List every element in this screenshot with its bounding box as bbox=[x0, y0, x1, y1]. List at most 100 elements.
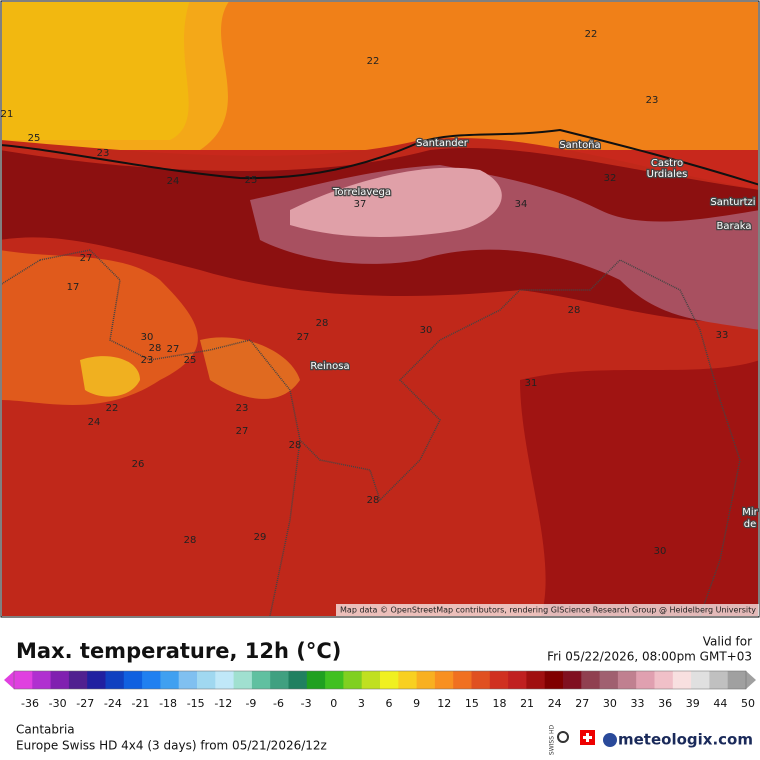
region: Cantabria bbox=[16, 723, 75, 737]
city-label: de bbox=[744, 519, 757, 530]
swiss-cross bbox=[583, 733, 592, 742]
colorbar-cell bbox=[617, 671, 637, 689]
colorbar-cell bbox=[123, 671, 143, 689]
city-label: Santander bbox=[416, 138, 469, 149]
city-label: Mir bbox=[742, 507, 758, 518]
brand-logo bbox=[603, 733, 617, 747]
colorbar-tick-label: 44 bbox=[713, 697, 727, 710]
contour-label: 23 bbox=[646, 95, 659, 106]
brand[interactable]: meteologix.com bbox=[618, 731, 753, 749]
contour-label: 17 bbox=[67, 282, 80, 293]
model: Europe Swiss HD 4x4 (3 days) from 05/21/… bbox=[16, 739, 327, 753]
colorbar-cell bbox=[251, 671, 271, 689]
colorbar-cell bbox=[361, 671, 381, 689]
colorbar-tick-label: -18 bbox=[159, 697, 177, 710]
contour-label: 28 bbox=[367, 495, 380, 506]
colorbar-tick-label: 33 bbox=[631, 697, 645, 710]
colorbar-cell bbox=[544, 671, 564, 689]
colorbar-cell bbox=[306, 671, 326, 689]
contour-label: 22 bbox=[585, 29, 598, 40]
colorbar-cell bbox=[581, 671, 601, 689]
contour-label: 22 bbox=[367, 56, 380, 67]
city-label: Santurtzi bbox=[710, 197, 755, 208]
colorbar-cell bbox=[434, 671, 454, 689]
contour-label: 34 bbox=[515, 199, 528, 210]
valid-label: Valid for bbox=[703, 635, 752, 649]
colorbar-cell bbox=[343, 671, 363, 689]
colorbar-tick-label: 3 bbox=[358, 697, 365, 710]
colorbar-tick-label: 9 bbox=[413, 697, 420, 710]
colorbar-tick-label: 12 bbox=[437, 697, 451, 710]
colorbar-cell bbox=[489, 671, 509, 689]
contour-label: 29 bbox=[254, 532, 267, 543]
colorbar-tick-label: -9 bbox=[245, 697, 256, 710]
colorbar-tick-label: -27 bbox=[76, 697, 94, 710]
contour-label: 23 bbox=[97, 148, 110, 159]
contour-label: 24 bbox=[167, 176, 180, 187]
contour-label: 31 bbox=[525, 378, 538, 389]
colorbar-cell bbox=[672, 671, 692, 689]
colorbar-cell bbox=[709, 671, 729, 689]
colorbar-cell bbox=[178, 671, 198, 689]
contour-label: 28 bbox=[149, 343, 162, 354]
contour-label: 27 bbox=[167, 344, 180, 355]
city-label: Torrelavega bbox=[332, 187, 391, 198]
colorbar-tick-label: 6 bbox=[386, 697, 393, 710]
city-label: Urdiales bbox=[647, 169, 688, 180]
map bbox=[2, 2, 758, 616]
colorbar-tick-label: 39 bbox=[686, 697, 700, 710]
colorbar-cell bbox=[508, 671, 527, 689]
colorbar-cell bbox=[599, 671, 619, 689]
colorbar-cell bbox=[160, 671, 180, 689]
valid-time: Fri 05/22/2026, 08:00pm GMT+03 bbox=[547, 650, 752, 664]
colorbar-tick-label: 0 bbox=[330, 697, 337, 710]
contour-label: 33 bbox=[716, 330, 729, 341]
colorbar-tick-label: -21 bbox=[131, 697, 149, 710]
city-label: Santoña bbox=[559, 140, 600, 151]
colorbar-cell bbox=[197, 671, 216, 689]
contour-label: 28 bbox=[316, 318, 329, 329]
colorbar-cell bbox=[32, 671, 52, 689]
contour-label: 23 bbox=[236, 403, 249, 414]
contour-label: 30 bbox=[654, 546, 667, 557]
contour-label: 27 bbox=[80, 253, 93, 264]
contour-label: 27 bbox=[236, 426, 249, 437]
colorbar-tick-label: 27 bbox=[575, 697, 589, 710]
attribution-bg bbox=[336, 604, 759, 616]
contour-label: 25 bbox=[184, 355, 197, 366]
colorbar-cell bbox=[270, 671, 289, 689]
colorbar-cell bbox=[380, 671, 399, 689]
contour-label: 32 bbox=[604, 173, 617, 184]
attribution: Map data © OpenStreetMap contributors, r… bbox=[340, 606, 756, 615]
colorbar-tick-label: -24 bbox=[104, 697, 122, 710]
contour-label: 28 bbox=[184, 535, 197, 546]
contour-label: 25 bbox=[245, 175, 258, 186]
contour-label: 30 bbox=[141, 332, 154, 343]
colorbar-cell bbox=[142, 671, 161, 689]
colorbar-tick-label: 18 bbox=[492, 697, 506, 710]
colorbar-tick-label: -36 bbox=[21, 697, 39, 710]
colorbar-cell bbox=[526, 671, 546, 689]
colorbar-cell bbox=[288, 671, 308, 689]
colorbar-tick-label: 30 bbox=[603, 697, 617, 710]
colorbar-frame bbox=[13, 670, 747, 690]
colorbar-tick-label: -12 bbox=[214, 697, 232, 710]
contour-label: 21 bbox=[1, 109, 14, 120]
contour-label: 24 bbox=[88, 417, 101, 428]
colorbar-tick-label: -3 bbox=[301, 697, 312, 710]
colorbar-cell bbox=[105, 671, 125, 689]
contour-label: 28 bbox=[289, 440, 302, 451]
colorbar-tick-label: -6 bbox=[273, 697, 284, 710]
colorbar-tick-label: 15 bbox=[465, 697, 479, 710]
search-icon bbox=[557, 731, 569, 743]
colorbar-cell bbox=[68, 671, 88, 689]
colorbar-cell bbox=[87, 671, 106, 689]
colorbar-tick-label: 21 bbox=[520, 697, 534, 710]
colorbar-tick-label: -15 bbox=[187, 697, 205, 710]
colorbar-tick-label: -30 bbox=[49, 697, 67, 710]
colorbar-cell bbox=[727, 671, 747, 689]
colorbar-cell bbox=[654, 671, 674, 689]
colorbar-cell bbox=[398, 671, 418, 689]
contour-label: 25 bbox=[28, 133, 41, 144]
colorbar-tick-label: 24 bbox=[548, 697, 562, 710]
